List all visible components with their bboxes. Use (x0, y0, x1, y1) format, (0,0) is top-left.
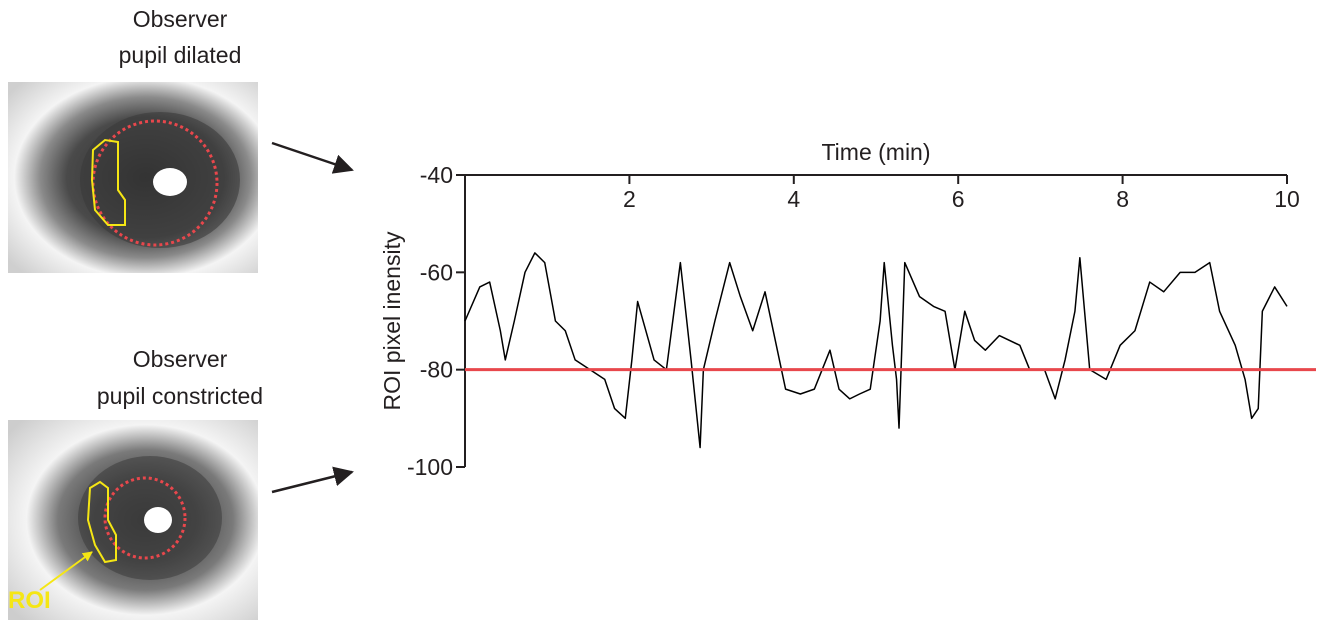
panel-label: pupil dilated (119, 42, 242, 68)
arrow (271, 141, 354, 174)
x-axis-label: Time (min) (821, 139, 930, 165)
panel-label: Observer (133, 6, 228, 32)
arrow (271, 466, 354, 494)
panel-label: pupil constricted (97, 383, 263, 409)
y-axis-label: ROI pixel inensity (379, 231, 405, 410)
y-tick-label: -40 (420, 162, 453, 188)
data-line (464, 252, 1288, 449)
y-tick-label: -80 (420, 357, 453, 383)
eye-dilated (8, 82, 258, 273)
eye-constricted (8, 420, 258, 620)
panel-label: Observer (133, 346, 228, 372)
x-tick-label: 10 (1274, 186, 1300, 212)
x-tick-label: 2 (623, 186, 636, 212)
x-tick-label: 6 (952, 186, 965, 212)
y-tick-label: -60 (420, 259, 453, 285)
roi-label: ROI (8, 587, 51, 614)
x-tick-label: 8 (1116, 186, 1129, 212)
x-tick-label: 4 (787, 186, 800, 212)
y-tick-label: -100 (407, 454, 453, 480)
